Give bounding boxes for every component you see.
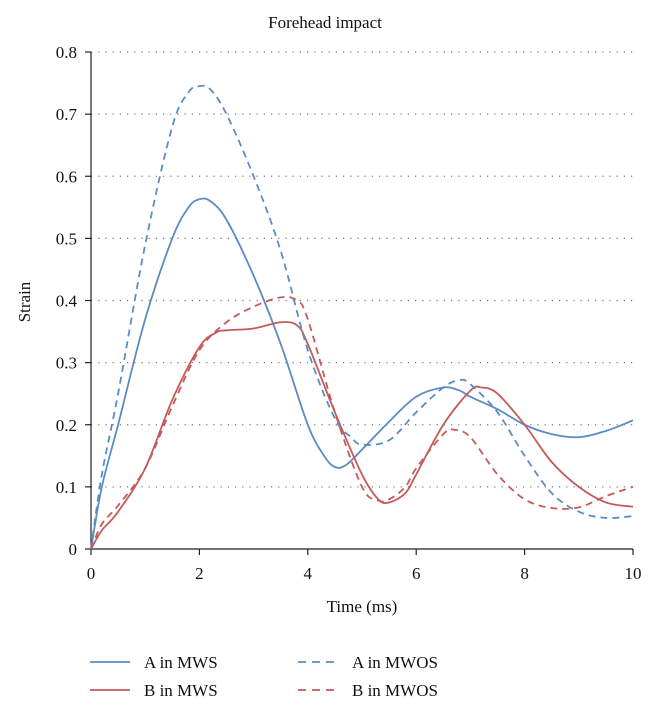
- legend: A in MWS B in MWS A in MWOS B in MWOS: [90, 653, 438, 700]
- gridlines: [91, 51, 633, 488]
- x-tick-label: 10: [625, 564, 642, 583]
- legend-label: B in MWOS: [352, 681, 438, 700]
- legend-item-a-in-mws: A in MWS: [90, 653, 218, 672]
- series-layer: [90, 84, 634, 550]
- x-tick-label: 6: [412, 564, 421, 583]
- series-line-a-in-mwos: [90, 84, 634, 550]
- y-tick-label: 0.6: [56, 167, 77, 186]
- x-tick-label: 4: [304, 564, 313, 583]
- x-axis-title: Time (ms): [327, 597, 398, 616]
- x-tick-label: 0: [87, 564, 96, 583]
- y-tick-label: 0.7: [56, 105, 78, 124]
- legend-item-a-in-mwos: A in MWOS: [298, 653, 438, 672]
- chart-title: Forehead impact: [268, 13, 382, 32]
- y-tick-label: 0.8: [56, 43, 77, 62]
- series-line-b-in-mwos: [90, 296, 634, 550]
- legend-label: B in MWS: [144, 681, 218, 700]
- y-tick-label: 0: [69, 540, 78, 559]
- y-tick-label: 0.2: [56, 416, 77, 435]
- legend-item-b-in-mwos: B in MWOS: [298, 681, 438, 700]
- legend-label: A in MWOS: [352, 653, 438, 672]
- series-line-a-in-mws: [90, 197, 634, 550]
- series-line-b-in-mws: [90, 321, 634, 550]
- legend-item-b-in-mws: B in MWS: [90, 681, 218, 700]
- y-tick-label: 0.3: [56, 354, 77, 373]
- legend-label: A in MWS: [144, 653, 218, 672]
- x-tick-label: 2: [195, 564, 204, 583]
- x-tick-label: 8: [520, 564, 529, 583]
- y-tick-labels: 0 0.1 0.2 0.3 0.4 0.5 0.6 0.7 0.8: [56, 43, 91, 559]
- x-tick-labels: 0 2 4 6 8 10: [87, 549, 642, 583]
- y-tick-label: 0.1: [56, 478, 77, 497]
- y-axis-title: Strain: [15, 281, 34, 322]
- y-tick-label: 0.5: [56, 229, 77, 248]
- y-tick-label: 0.4: [56, 292, 78, 311]
